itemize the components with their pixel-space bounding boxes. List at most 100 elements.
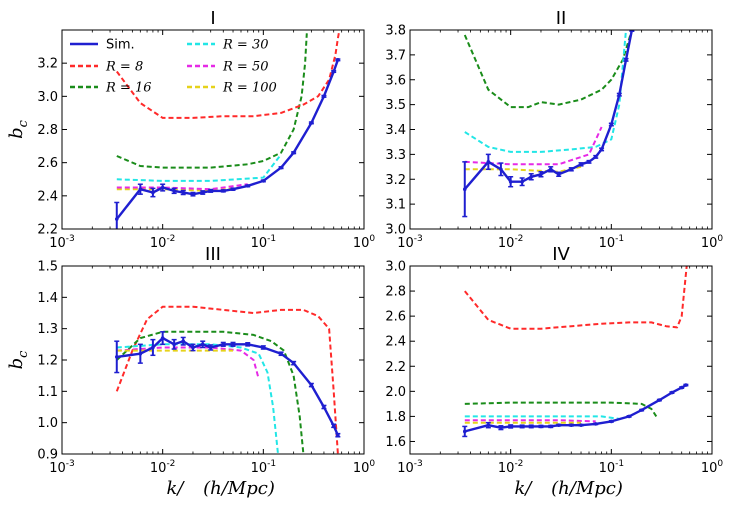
data-point bbox=[684, 383, 688, 387]
data-point bbox=[181, 190, 186, 195]
data-point bbox=[291, 361, 296, 365]
data-point bbox=[679, 385, 684, 390]
data-point bbox=[539, 424, 543, 429]
data-point bbox=[499, 167, 503, 172]
legend-label: R = 16 bbox=[105, 81, 152, 96]
x-tick-label: 10-2 bbox=[498, 234, 524, 251]
y-tick-label: 3.0 bbox=[385, 223, 406, 238]
data-point bbox=[486, 160, 491, 164]
x-tick-label: 100 bbox=[353, 459, 376, 476]
x-tick-label: 10-2 bbox=[150, 234, 176, 251]
y-tick-label: 2.6 bbox=[385, 310, 406, 325]
panel-title: II bbox=[556, 8, 567, 29]
data-point bbox=[279, 351, 283, 356]
y-tick-label: 2.6 bbox=[37, 156, 58, 171]
x-tick-label: 10-1 bbox=[599, 234, 625, 251]
plot-frame bbox=[61, 265, 365, 455]
data-point bbox=[609, 122, 614, 127]
data-point bbox=[617, 92, 622, 97]
x-tick-label: 10-2 bbox=[498, 459, 524, 476]
data-point bbox=[657, 398, 662, 402]
plot-frame bbox=[409, 265, 713, 455]
series-line-Sim bbox=[463, 30, 634, 190]
y-tick-label: 2.0 bbox=[385, 385, 406, 400]
y-tick-label: 1.6 bbox=[385, 435, 406, 450]
data-point bbox=[322, 405, 326, 409]
x-tick-label: 10-3 bbox=[49, 234, 75, 251]
data-point bbox=[160, 336, 165, 340]
y-tick-label: 3.4 bbox=[385, 123, 406, 138]
x-tick-label: 100 bbox=[701, 459, 724, 476]
panel-title: I bbox=[210, 8, 215, 29]
series-group bbox=[462, 30, 635, 218]
series-line-R30 bbox=[464, 30, 627, 153]
series-line-R30 bbox=[116, 343, 279, 454]
x-axis-label: k/ bbox=[515, 478, 534, 499]
data-point bbox=[520, 424, 524, 429]
data-point bbox=[191, 345, 195, 350]
x-tick-label: 10-1 bbox=[251, 459, 277, 476]
panel-IV: IV 10-3 10-2 10-1 100 1.6 1.8 2.0 2.2 2.4 2.6 2.8 3.… bbox=[385, 244, 723, 499]
data-point bbox=[221, 189, 226, 193]
data-point bbox=[486, 423, 491, 427]
data-point bbox=[336, 433, 340, 438]
x-tick-label: 10-1 bbox=[599, 459, 625, 476]
y-axis-label: bc bbox=[6, 350, 31, 370]
data-point bbox=[529, 174, 534, 179]
y-tick-label: 3.2 bbox=[385, 173, 406, 188]
plot-frame bbox=[409, 29, 713, 230]
data-point bbox=[172, 189, 176, 193]
data-point bbox=[462, 187, 467, 191]
legend-label: R = 30 bbox=[222, 38, 269, 53]
data-point bbox=[322, 94, 326, 99]
y-tick-label: 2.4 bbox=[385, 335, 406, 350]
data-point bbox=[462, 429, 467, 434]
data-point bbox=[151, 190, 155, 195]
y-tick-label: 3.2 bbox=[37, 57, 58, 72]
x-tick-label: 100 bbox=[701, 234, 724, 251]
data-point bbox=[245, 184, 250, 188]
data-point bbox=[336, 58, 340, 62]
data-point bbox=[331, 424, 336, 428]
data-point bbox=[508, 179, 513, 184]
series-line-R16 bbox=[116, 330, 305, 454]
series-line-R50 bbox=[464, 419, 596, 423]
series-line-R16 bbox=[464, 401, 658, 417]
data-point bbox=[569, 423, 574, 427]
data-point bbox=[231, 342, 235, 347]
series-line-R16 bbox=[463, 30, 633, 109]
series-group bbox=[114, 30, 341, 229]
y-tick-label: 3.1 bbox=[385, 198, 406, 213]
y-tick-label: 0.9 bbox=[37, 448, 58, 463]
y-tick-label: 1.0 bbox=[37, 416, 58, 431]
data-point bbox=[151, 345, 155, 350]
panel-title: III bbox=[205, 244, 221, 265]
data-point bbox=[221, 342, 226, 347]
series-group bbox=[114, 305, 341, 454]
x-tick-label: 10-1 bbox=[251, 234, 277, 251]
x-tick-label: 100 bbox=[353, 234, 376, 251]
data-point bbox=[624, 58, 628, 62]
x-tick-label: 10-3 bbox=[49, 459, 75, 476]
data-point bbox=[593, 155, 598, 159]
data-point bbox=[208, 345, 213, 350]
data-point bbox=[208, 189, 213, 193]
data-point bbox=[200, 190, 205, 195]
data-point bbox=[279, 165, 283, 170]
series-line-Sim bbox=[116, 336, 339, 436]
data-point bbox=[579, 423, 583, 427]
y-tick-label: 2.2 bbox=[385, 360, 406, 375]
data-point bbox=[309, 383, 314, 387]
data-point bbox=[529, 424, 534, 429]
data-point bbox=[627, 414, 631, 419]
data-point bbox=[599, 147, 604, 152]
data-point bbox=[245, 342, 250, 347]
data-point bbox=[138, 187, 143, 191]
y-tick-label: 2.2 bbox=[37, 223, 58, 238]
y-tick-label: 3.7 bbox=[385, 48, 406, 63]
data-point bbox=[579, 162, 583, 167]
y-tick-label: 3.0 bbox=[37, 90, 58, 105]
y-tick-label: 3.6 bbox=[385, 73, 406, 88]
y-tick-label: 1.3 bbox=[37, 322, 58, 337]
